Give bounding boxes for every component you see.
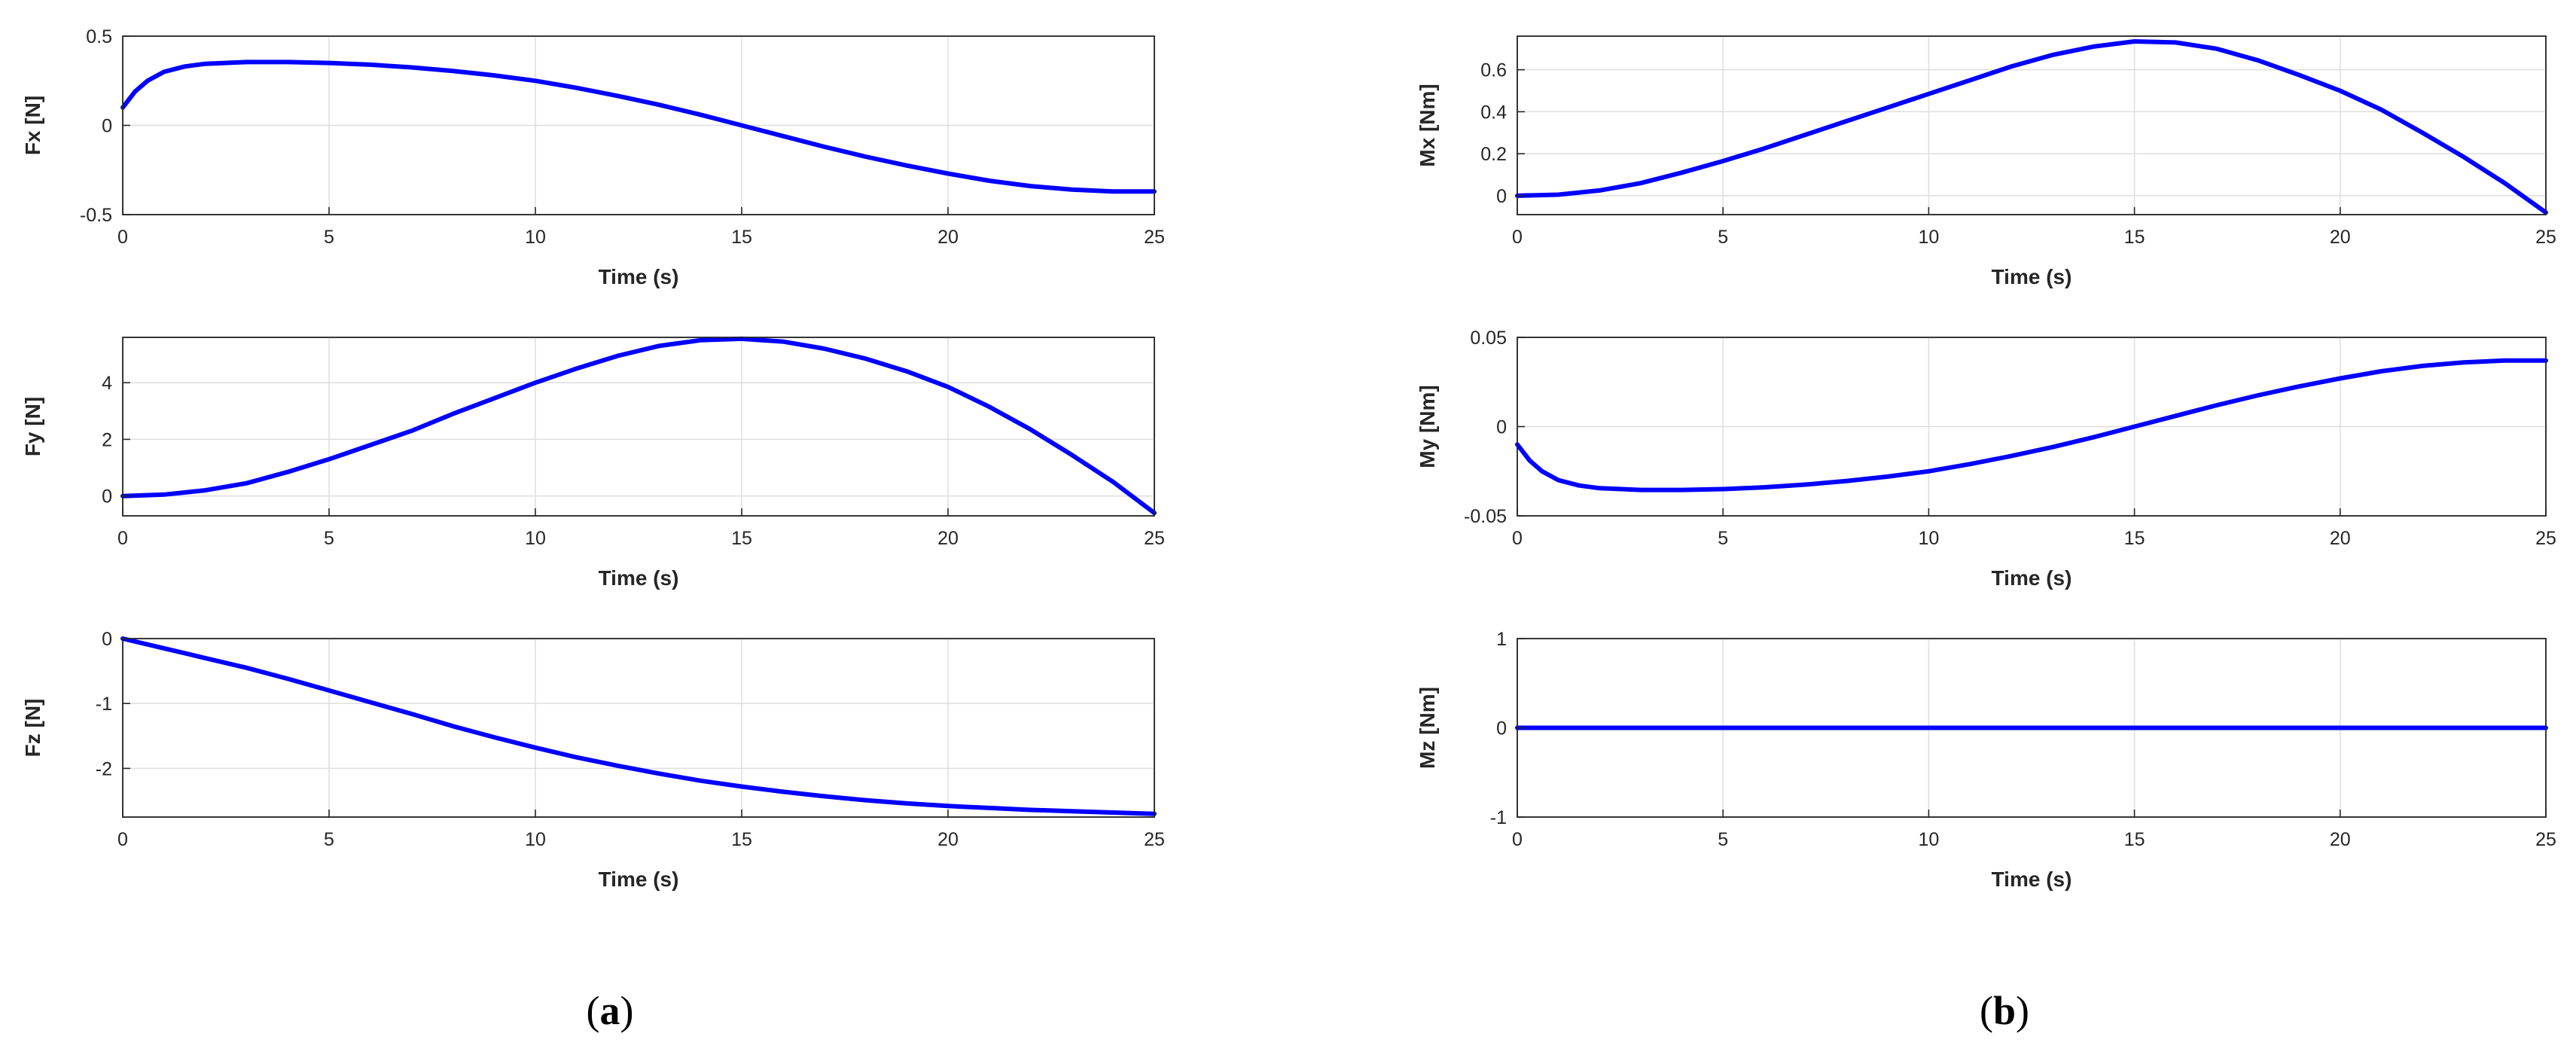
x-tick-label: 15 — [2124, 829, 2145, 850]
x-axis-label: Time (s) — [599, 265, 679, 288]
x-tick-label: 20 — [2330, 528, 2351, 549]
x-tick-label: 5 — [1718, 829, 1728, 850]
x-tick-label: 20 — [2330, 227, 2351, 248]
y-tick-label: 4 — [102, 373, 112, 394]
x-tick-label: 20 — [937, 528, 959, 549]
axes-frame — [122, 337, 1155, 517]
x-tick-label: 15 — [2124, 528, 2145, 549]
x-tick-label: 25 — [2535, 227, 2556, 248]
y-tick-label: 0 — [1496, 186, 1507, 207]
x-tick-label: 5 — [1718, 227, 1728, 248]
x-tick-label: 20 — [937, 227, 959, 248]
x-tick-label: 20 — [2330, 829, 2351, 850]
y-tick-label: 0 — [102, 116, 112, 137]
x-axis-label: Time (s) — [1992, 566, 2072, 590]
y-tick-label: 0 — [1496, 718, 1507, 739]
plot-area — [122, 337, 1155, 517]
x-tick-label: 0 — [117, 528, 128, 549]
y-tick-label: 0 — [102, 486, 112, 508]
x-tick-label: 15 — [2124, 227, 2145, 248]
axes-frame — [1517, 35, 2547, 215]
y-tick-label: -1 — [96, 694, 112, 715]
x-tick-label: 15 — [731, 227, 752, 248]
y-tick-label: 0.4 — [1480, 102, 1507, 123]
x-tick-label: 25 — [1144, 528, 1165, 549]
x-tick-label: 10 — [525, 829, 546, 850]
panel-label-a: (a) — [587, 988, 634, 1033]
y-tick-label: -0.5 — [80, 205, 112, 226]
x-tick-label: 10 — [1918, 829, 1939, 850]
y-tick-label: -2 — [96, 758, 112, 779]
x-tick-label: 20 — [937, 829, 959, 850]
x-tick-label: 10 — [1918, 227, 1939, 248]
y-tick-label: 0.05 — [1470, 328, 1507, 349]
x-axis-label: Time (s) — [599, 868, 679, 891]
x-tick-label: 5 — [324, 528, 334, 549]
y-tick-label: -0.05 — [1464, 506, 1507, 527]
chart-1: 0 5 10 15 20 25 0 2 4 Time (s) Fy [N] — [21, 336, 1165, 590]
series-line — [1515, 39, 2548, 215]
x-tick-label: 5 — [324, 829, 334, 850]
x-tick-label: 25 — [1144, 829, 1165, 850]
x-tick-label: 25 — [1144, 227, 1165, 248]
x-tick-label: 0 — [117, 829, 128, 850]
x-axis-label: Time (s) — [1992, 868, 2072, 891]
y-tick-label: 0 — [1496, 417, 1507, 438]
x-axis-label: Time (s) — [599, 566, 679, 590]
y-tick-label: 0.2 — [1480, 144, 1507, 165]
x-tick-label: 0 — [1512, 528, 1523, 549]
x-tick-label: 25 — [2535, 528, 2556, 549]
panel-label-b: (b) — [1980, 988, 2029, 1033]
chart-2: 0 5 10 15 20 25 -2 -1 0 Time (s) Fz [N] — [21, 629, 1165, 891]
y-axis-label: Fx [N] — [21, 96, 44, 155]
x-tick-label: 0 — [117, 227, 128, 248]
x-tick-label: 25 — [2535, 829, 2556, 850]
y-tick-label: 2 — [102, 429, 112, 450]
x-axis-label: Time (s) — [1992, 265, 2072, 288]
x-tick-label: 10 — [1918, 528, 1939, 549]
y-axis-label: My [Nm] — [1416, 385, 1439, 468]
x-tick-label: 10 — [525, 227, 546, 248]
y-tick-label: 0 — [102, 629, 112, 650]
x-tick-label: 10 — [525, 528, 546, 549]
x-tick-label: 0 — [1512, 829, 1523, 850]
y-axis-label: Mx [Nm] — [1416, 84, 1439, 166]
series-line — [120, 636, 1157, 816]
y-axis-label: Fz [N] — [21, 699, 44, 758]
x-tick-label: 5 — [1718, 528, 1728, 549]
y-tick-label: -1 — [1490, 807, 1507, 828]
y-axis-label: Mz [Nm] — [1416, 687, 1439, 769]
y-axis-label: Fy [N] — [21, 397, 44, 456]
y-tick-label: 0.6 — [1480, 60, 1507, 81]
y-tick-label: 0.5 — [86, 26, 112, 47]
chart-3: 0 5 10 15 20 25 0 0.2 0.4 0.6 Time (s) Mx [Nm] — [1416, 35, 2556, 288]
plot-area — [122, 638, 1155, 818]
x-tick-label: 15 — [731, 829, 752, 850]
x-tick-label: 0 — [1512, 227, 1523, 248]
axes-frame — [122, 638, 1155, 818]
x-tick-label: 5 — [324, 227, 334, 248]
series-line — [1515, 358, 2548, 492]
series-line — [120, 59, 1157, 194]
y-tick-label: 1 — [1496, 629, 1507, 650]
x-tick-label: 15 — [731, 528, 752, 549]
series-line — [120, 336, 1157, 516]
